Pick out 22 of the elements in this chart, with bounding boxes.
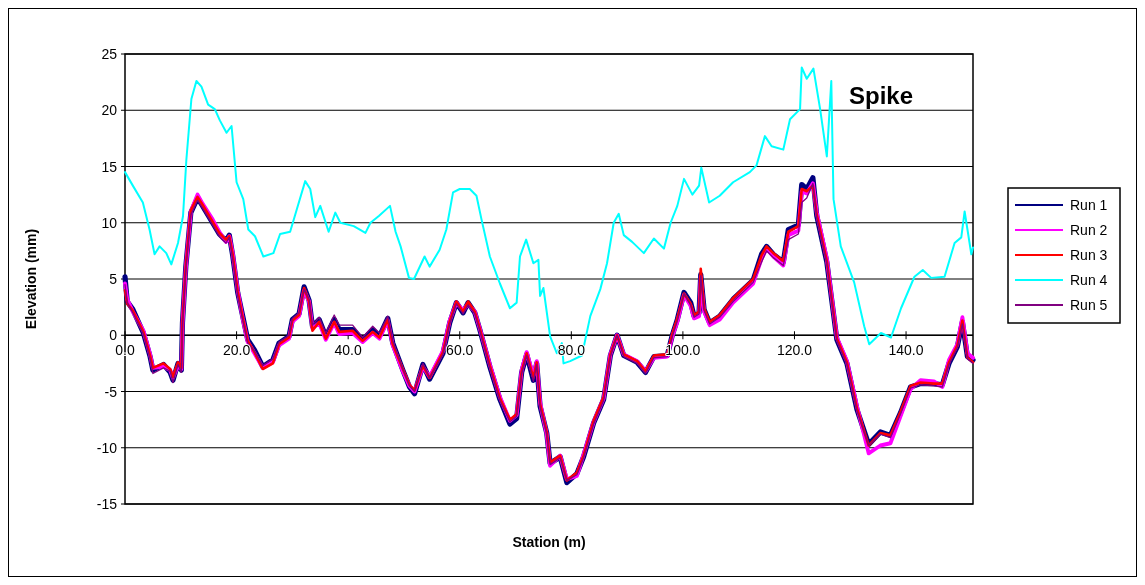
y-tick-label: 5 (109, 271, 118, 287)
x-tick-label: 60.0 (446, 342, 474, 359)
y-tick-label: 15 (101, 158, 118, 175)
x-tick-label: 20.0 (222, 342, 251, 359)
y-tick-label: -10 (96, 439, 118, 456)
x-tick-label: 120.0 (776, 342, 813, 359)
x-tick-label: 140.0 (888, 342, 924, 359)
y-tick-label: 20 (101, 102, 118, 119)
legend-label: Run 1 (1070, 197, 1108, 213)
x-axis-title: Station (m) (512, 534, 586, 550)
legend-label: Run 2 (1070, 222, 1108, 238)
legend-label: Run 4 (1070, 272, 1108, 288)
legend-label: Run 3 (1070, 247, 1108, 263)
annotation: Spike (848, 82, 913, 109)
y-axis-title: Elevation (mm) (23, 228, 39, 330)
y-tick-label: 25 (101, 46, 118, 62)
y-tick-label: -5 (104, 383, 118, 400)
legend-label: Run 5 (1070, 297, 1108, 313)
y-tick-label: 10 (101, 214, 118, 231)
y-tick-label: 0 (109, 327, 118, 344)
x-tick-label: 40.0 (334, 342, 362, 359)
y-tick-label: -15 (96, 496, 118, 512)
